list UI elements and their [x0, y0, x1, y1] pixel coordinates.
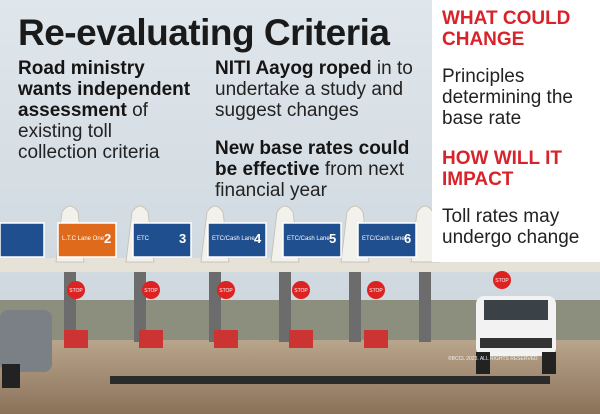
- point-bold: NITI Aayog roped: [215, 58, 372, 79]
- pillar: [419, 272, 431, 342]
- side-panel: WHAT COULD CHANGE Principles determining…: [432, 0, 600, 262]
- barrier: [364, 330, 388, 348]
- lane-sign: [132, 222, 192, 258]
- lane-sign: [0, 222, 45, 258]
- stop-label: STOP: [369, 288, 383, 294]
- title: Re-evaluating Criteria: [18, 12, 390, 53]
- panel-text: Principles determining the base rate: [442, 66, 573, 129]
- point-bold: New base rates could be effective: [215, 138, 410, 180]
- stop-label: STOP: [495, 278, 509, 284]
- stop-label: STOP: [294, 288, 308, 294]
- point: NITI Aayog roped in to undertake a study…: [215, 58, 425, 121]
- stop-label: STOP: [219, 288, 233, 294]
- sign-number: 6: [404, 231, 411, 246]
- lane-sign: [57, 222, 117, 258]
- sign-label: ETC/Cash Lane: [212, 236, 255, 242]
- car-left: [0, 310, 52, 388]
- barrier: [139, 330, 163, 348]
- sign-number: 2: [104, 231, 111, 246]
- lane-sign: [282, 222, 342, 258]
- stop-sign: [292, 281, 310, 299]
- stop-sign: [493, 271, 511, 289]
- point: Road ministry wants independent assessme…: [18, 58, 196, 163]
- sign-label: L.T.C Lane One: [62, 236, 105, 242]
- point-bold: Road ministry wants independent assessme…: [18, 58, 191, 121]
- panel-heading: HOW WILL IT IMPACT: [442, 148, 562, 190]
- sign-label: ETC/Cash Lane: [287, 236, 330, 242]
- sign-number: 4: [254, 231, 262, 246]
- sign-label: ETC: [137, 236, 150, 242]
- sign-number: 5: [329, 231, 336, 246]
- barrier: [214, 330, 238, 348]
- point: New base rates could be effective from n…: [215, 138, 425, 201]
- stop-sign: [367, 281, 385, 299]
- booths: L.T.C Lane One 2 STOP ETC 3 STOP ETC/Cash Lane…: [0, 205, 511, 348]
- panel-heading: WHAT COULD CHANGE: [442, 8, 571, 50]
- stop-sign: [67, 281, 85, 299]
- point-text: of existing toll collection criteria: [18, 100, 160, 163]
- pillar: [349, 272, 361, 342]
- stop-label: STOP: [144, 288, 158, 294]
- lane-sign: [207, 222, 267, 258]
- sign-label: ETC/Cash Lane: [362, 236, 405, 242]
- credit: ©BCCL 2023. ALL RIGHTS RESERVED: [448, 356, 538, 362]
- lane-sign: [357, 222, 417, 258]
- barrier: [64, 330, 88, 348]
- speed-bump: [110, 376, 550, 384]
- point-text: from next financial year: [215, 159, 405, 201]
- panel-text: Toll rates may undergo change: [442, 206, 580, 248]
- sign-number: 3: [179, 231, 186, 246]
- barrier: [289, 330, 313, 348]
- stop-sign: [142, 281, 160, 299]
- pillar: [279, 272, 291, 342]
- suv: [476, 296, 556, 374]
- point-text: in to undertake a study and suggest chan…: [215, 58, 413, 121]
- stop-label: STOP: [69, 288, 83, 294]
- stop-sign: [217, 281, 235, 299]
